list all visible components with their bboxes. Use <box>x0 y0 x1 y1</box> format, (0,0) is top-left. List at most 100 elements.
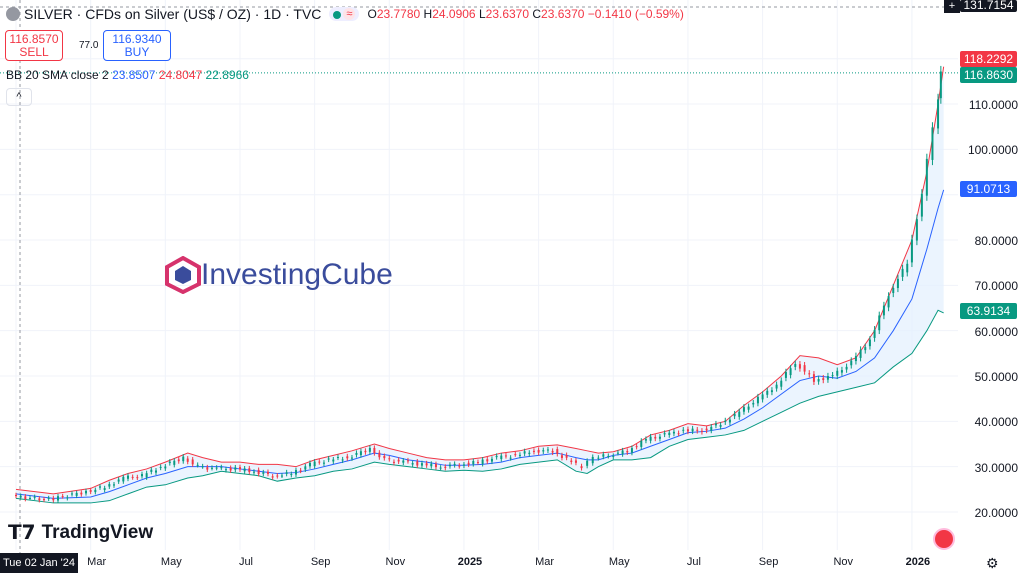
candle-body <box>672 431 675 434</box>
candle-body <box>425 463 428 466</box>
candle-body <box>714 423 717 426</box>
settings-gear-icon[interactable]: ⚙ <box>986 555 999 571</box>
candle-body <box>383 455 386 459</box>
time-axis-label: May <box>608 556 630 568</box>
candle-body <box>733 413 736 417</box>
candle-body <box>117 479 120 482</box>
bollinger-legend[interactable]: BB 20 SMA close 2 23.8507 24.8047 22.896… <box>6 68 249 82</box>
candle-body <box>467 462 470 465</box>
price-axis-label: 20.0000 <box>974 506 1018 520</box>
price-axis-label: 40.0000 <box>974 415 1018 430</box>
candle-body <box>724 420 727 423</box>
candle-body <box>607 455 610 457</box>
candle-body <box>845 366 848 370</box>
candle-body <box>523 451 526 454</box>
candle-body <box>756 396 759 404</box>
candle-body <box>210 467 213 469</box>
candle-body <box>140 474 143 477</box>
candle-body <box>89 490 92 492</box>
candle-body <box>616 452 619 454</box>
price-axis-label: 80.0000 <box>974 234 1018 249</box>
candle-body <box>201 466 204 468</box>
candle-body <box>789 368 792 376</box>
candle-body <box>826 376 829 380</box>
candle-body <box>299 470 302 472</box>
candle-body <box>346 456 349 459</box>
candle-body <box>280 475 283 477</box>
candle-body <box>481 459 484 464</box>
candle-body <box>556 449 559 454</box>
candle-body <box>154 470 157 473</box>
basis-line <box>15 189 945 499</box>
sell-button[interactable]: 116.8570 SELL <box>5 30 63 61</box>
candle-body <box>859 349 862 358</box>
candle-body <box>252 471 255 473</box>
price-axis-label: 110.0000 <box>968 98 1018 113</box>
candle-body <box>220 467 223 469</box>
candle-body <box>528 452 531 454</box>
time-axis-label: 2025 <box>457 556 483 568</box>
add-icon[interactable]: + <box>944 0 960 13</box>
candle-body <box>565 455 568 458</box>
candle-body <box>649 436 652 441</box>
candle-body <box>341 459 344 461</box>
candle-body <box>836 370 839 376</box>
us-flag-icon[interactable] <box>933 528 955 550</box>
candle-body <box>420 463 423 466</box>
chevron-up-icon[interactable]: ^ <box>6 88 32 106</box>
candle-body <box>304 466 307 470</box>
symbol-title[interactable]: SILVER · CFDs on Silver (US$ / OZ) · 1D … <box>24 6 322 22</box>
candle-body <box>159 466 162 468</box>
candle-body <box>28 497 31 499</box>
candle-body <box>686 429 689 432</box>
candle-body <box>61 496 64 498</box>
lower-band-line <box>15 309 944 504</box>
candle-body <box>696 429 699 431</box>
candle-body <box>546 449 549 451</box>
candle-body <box>150 469 153 472</box>
candle-body <box>290 474 293 476</box>
buy-button[interactable]: 116.9340 BUY <box>103 30 171 61</box>
candle-body <box>490 458 493 462</box>
candle-body <box>70 493 73 495</box>
candle-body <box>937 99 940 129</box>
candle-body <box>136 477 139 479</box>
candle-body <box>509 457 512 459</box>
candle-body <box>108 484 111 487</box>
candle-body <box>868 339 871 347</box>
candle-body <box>462 464 465 466</box>
candle-body <box>654 436 657 439</box>
candle-body <box>373 447 376 454</box>
price-axis-label: 60.0000 <box>974 324 1018 339</box>
candle-body <box>504 455 507 457</box>
time-axis-label: 2026 <box>905 556 931 568</box>
candle-body <box>850 360 853 366</box>
crosshair-date-label: Tue 02 Jan '24 <box>0 553 78 573</box>
status-indicators[interactable]: ≈ <box>329 7 360 21</box>
price-axis-label: 50.0000 <box>974 370 1018 384</box>
candle-body <box>434 464 437 468</box>
ohlc-values: O23.7780 H24.0906 L23.6370 C23.6370 −0.1… <box>367 7 684 21</box>
time-axis-label: Jul <box>686 556 701 568</box>
candle-body <box>644 439 647 441</box>
candle-body <box>920 193 923 217</box>
candle-body <box>84 490 87 494</box>
basis-tag: 91.0713 <box>960 181 1017 197</box>
candle-body <box>854 356 857 362</box>
candle-body <box>19 495 22 498</box>
last-price-tag: 116.8630 <box>960 67 1017 83</box>
crosshair-price-label: 131.7154 <box>960 0 1017 12</box>
candle-body <box>719 425 722 427</box>
candle-body <box>761 394 764 400</box>
candle-body <box>94 489 97 493</box>
candle-body <box>378 452 381 458</box>
time-axis-label: Jul <box>238 556 253 568</box>
candle-body <box>915 219 918 241</box>
candle-body <box>728 419 731 423</box>
candle-body <box>75 492 78 496</box>
candle-body <box>327 458 330 460</box>
candle-body <box>145 473 148 478</box>
candle-body <box>173 460 176 465</box>
candle-body <box>570 460 573 462</box>
